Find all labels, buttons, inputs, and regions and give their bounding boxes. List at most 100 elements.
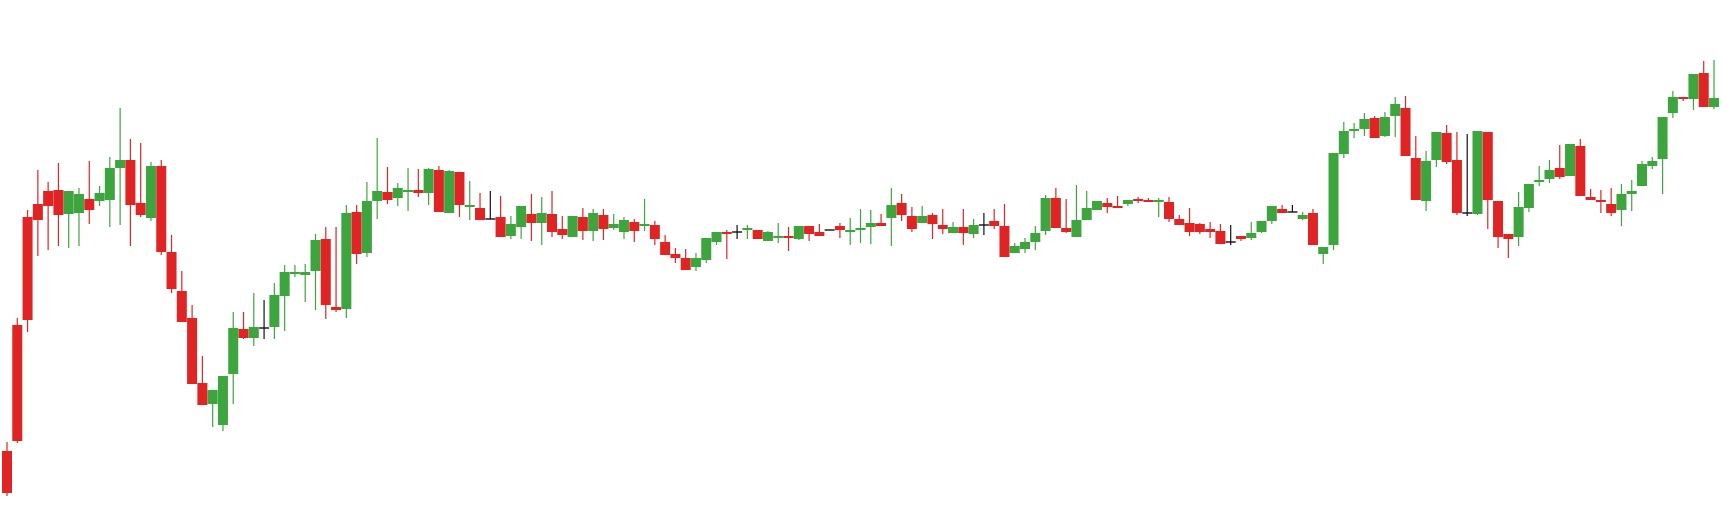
candle-130 (1338, 122, 1349, 158)
candle-46 (475, 193, 486, 220)
candle-99 (1020, 238, 1031, 253)
candle-body (1513, 207, 1524, 237)
candle-body (886, 205, 897, 218)
candle-body (742, 228, 753, 230)
candle-103 (1061, 199, 1072, 233)
candle-35 (361, 182, 372, 257)
candle-6 (63, 191, 74, 248)
candle-body (1709, 98, 1719, 107)
candle-115 (1184, 208, 1195, 236)
candle-body (1143, 200, 1154, 202)
candle-body (1688, 74, 1699, 99)
candle-87 (896, 194, 907, 221)
candle-121 (1246, 222, 1257, 240)
candle-10 (104, 157, 115, 227)
candle-body (1246, 233, 1257, 238)
candle-body (1194, 224, 1205, 232)
candle-5 (53, 163, 64, 246)
candle-body (1647, 161, 1658, 166)
candle-body (1297, 215, 1308, 219)
candle-body (567, 216, 578, 237)
candle-155 (1595, 190, 1606, 213)
candle-61 (629, 219, 640, 242)
candle-body (948, 227, 959, 233)
candle-158 (1626, 180, 1637, 211)
candle-body (1431, 132, 1442, 160)
candle-13 (135, 143, 146, 217)
candle-body (1482, 132, 1493, 200)
candle-74 (762, 231, 773, 241)
candle-100 (1030, 226, 1041, 250)
candle-body (1071, 220, 1082, 237)
candle-body (1122, 200, 1133, 204)
candle-86 (886, 188, 897, 246)
candle-127 (1307, 209, 1318, 245)
candle-18 (187, 305, 198, 384)
candle-body (1606, 204, 1617, 213)
candle-59 (608, 214, 619, 230)
candle-body (1698, 73, 1709, 107)
candle-body (1472, 131, 1483, 214)
candle-body (670, 254, 681, 258)
candle-31 (320, 227, 331, 319)
candle-body (793, 226, 804, 239)
candle-3 (32, 170, 43, 256)
candle-body (1256, 221, 1267, 232)
candle-146 (1503, 234, 1514, 258)
candle-body (896, 203, 907, 215)
candle-body (320, 239, 331, 305)
candle-15 (156, 160, 167, 255)
candle-body (1359, 119, 1370, 129)
candle-body (289, 272, 300, 274)
candle-body (999, 226, 1010, 257)
candle-135 (1390, 97, 1401, 137)
candle-150 (1544, 160, 1555, 183)
candle-body (444, 171, 455, 213)
candle-body (464, 205, 475, 207)
candle-153 (1575, 139, 1586, 196)
candle-body (1379, 117, 1390, 136)
candle-body (1307, 213, 1318, 245)
candle-139 (1431, 132, 1442, 167)
candle-156 (1606, 188, 1617, 216)
candle-113 (1163, 197, 1174, 222)
candle-body (1421, 161, 1432, 201)
candle-body (690, 258, 701, 267)
candle-69 (711, 232, 722, 245)
candle-134 (1379, 112, 1390, 137)
candle-89 (917, 206, 928, 223)
candle-body (300, 272, 311, 275)
candle-144 (1482, 132, 1493, 229)
candle-body (454, 172, 465, 205)
candle-body (783, 236, 794, 238)
candle-body (228, 328, 239, 374)
candle-body (269, 295, 280, 327)
candle-101 (1040, 195, 1051, 235)
candle-65 (670, 248, 681, 263)
candle-body (906, 216, 917, 229)
candle-body (351, 212, 362, 254)
candle-145 (1493, 201, 1504, 248)
candle-body (958, 227, 969, 233)
candle-50 (516, 206, 527, 239)
candle-body (762, 232, 773, 241)
candle-108 (1112, 196, 1123, 208)
candle-159 (1637, 161, 1648, 186)
candle-123 (1266, 206, 1277, 224)
candle-body (475, 208, 486, 220)
candle-body (1081, 208, 1092, 220)
candle-57 (588, 209, 599, 241)
candle-161 (1657, 117, 1668, 194)
candle-73 (752, 230, 763, 239)
candle-52 (536, 197, 547, 245)
candles-group (2, 60, 1719, 496)
candle-body (310, 240, 321, 271)
candle-body (721, 232, 732, 234)
candle-19 (197, 356, 208, 405)
candle-body (248, 327, 259, 338)
candle-body (135, 203, 146, 215)
candle-105 (1081, 191, 1092, 220)
candle-body (505, 224, 516, 236)
candle-90 (927, 213, 938, 239)
